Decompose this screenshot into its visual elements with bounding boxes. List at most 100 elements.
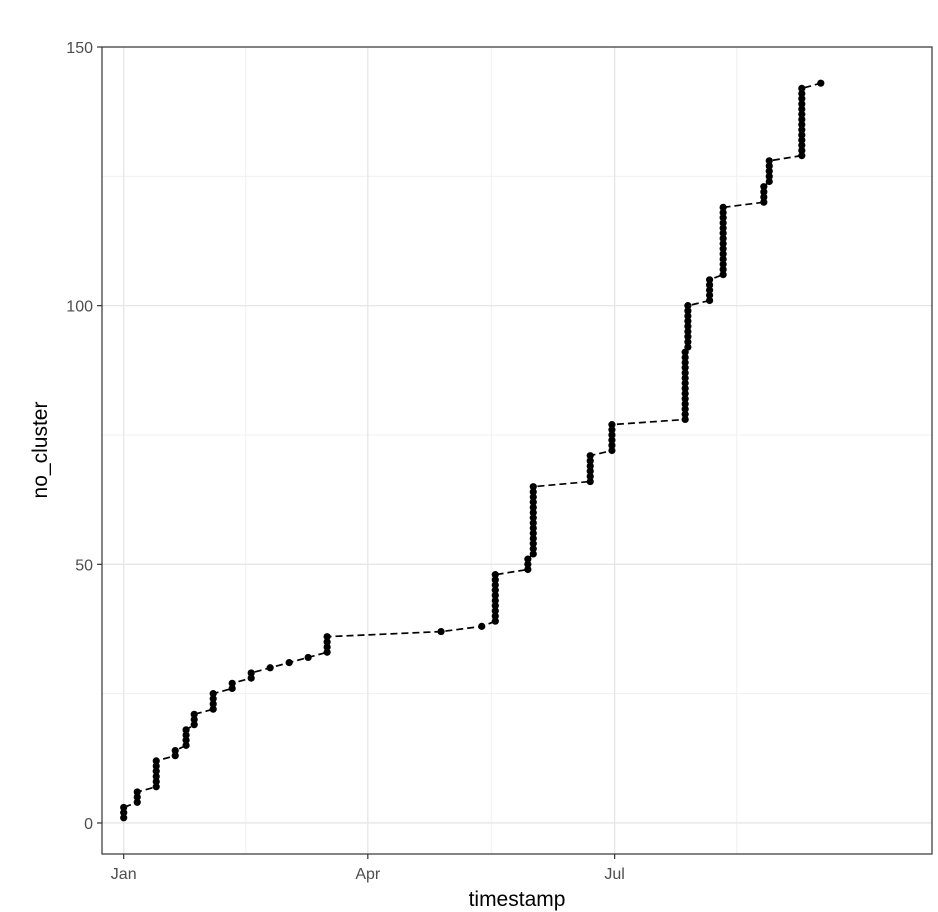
data-point [684, 317, 692, 325]
data-point [719, 255, 727, 263]
x-axis-title: timestamp [469, 888, 566, 911]
data-point [209, 705, 217, 713]
x-tick-label: Jul [604, 866, 624, 883]
data-point [705, 296, 714, 305]
data-point [133, 798, 141, 806]
data-point [681, 410, 689, 418]
data-point [491, 602, 499, 610]
data-point [152, 757, 160, 765]
data-point [760, 183, 768, 191]
data-point [608, 446, 616, 455]
data-point [323, 638, 331, 646]
data-point [529, 524, 537, 532]
data-point [491, 591, 499, 599]
data-point [765, 177, 773, 186]
data-point [719, 208, 727, 217]
data-point [586, 472, 594, 480]
data-point [684, 338, 692, 346]
data-point [798, 141, 806, 149]
data-point [478, 622, 486, 630]
data-point [684, 327, 692, 336]
y-tick-label: 150 [66, 40, 93, 57]
data-point [190, 715, 198, 724]
grid-major [102, 46, 932, 854]
data-point [684, 312, 692, 320]
data-point [608, 426, 616, 434]
data-point [171, 752, 179, 760]
data-point [817, 79, 825, 87]
data-point [182, 731, 190, 739]
data-point [681, 400, 689, 408]
data-point [209, 695, 217, 703]
data-point [798, 84, 806, 92]
data-point [285, 658, 293, 667]
data-point [798, 100, 806, 108]
data-point [798, 115, 806, 124]
x-tick-label: Jan [111, 866, 137, 883]
data-point [681, 405, 689, 413]
data-point [491, 612, 499, 620]
data-point [681, 389, 689, 398]
data-point [209, 700, 217, 708]
data-point [684, 343, 692, 351]
data-point [120, 809, 128, 817]
data-point [529, 545, 537, 553]
data-point [681, 395, 689, 403]
data-point [681, 379, 689, 387]
data-point [798, 110, 806, 118]
data-point [190, 710, 198, 718]
data-point [719, 250, 727, 258]
data-point [705, 276, 714, 284]
data-point [228, 679, 236, 687]
data-point [765, 172, 773, 180]
data-point [228, 684, 236, 693]
data-point [765, 157, 773, 165]
data-point [608, 441, 616, 449]
data-point [798, 136, 806, 144]
data-point [524, 565, 532, 574]
data-point [529, 483, 537, 491]
data-point [529, 493, 537, 501]
data-point [798, 146, 806, 155]
data-point [529, 529, 537, 537]
data-point [491, 576, 499, 584]
data-point [133, 788, 141, 796]
data-point [798, 89, 806, 98]
data-point [491, 571, 499, 579]
data-point [798, 105, 806, 113]
data-point [529, 540, 537, 548]
data-point [182, 726, 190, 734]
data-points [120, 79, 825, 822]
y-axis: 0 50 100 150 [66, 40, 102, 833]
data-point [608, 431, 616, 439]
data-point [719, 234, 727, 243]
data-point [491, 586, 499, 594]
data-point [529, 498, 537, 506]
data-point [182, 741, 190, 749]
data-point [681, 415, 689, 424]
data-point [705, 286, 714, 294]
y-tick-label: 100 [66, 299, 93, 316]
data-point [760, 193, 768, 201]
data-point [719, 203, 727, 211]
y-axis-title: no_cluster [29, 402, 52, 499]
x-tick-label: Apr [355, 866, 381, 883]
data-point [719, 265, 727, 274]
data-point [681, 374, 689, 382]
data-point [684, 307, 692, 315]
data-point [120, 803, 128, 812]
data-point [586, 467, 594, 475]
data-point [798, 126, 806, 134]
data-point [798, 120, 806, 129]
data-point [323, 643, 331, 651]
data-point [798, 95, 806, 103]
data-point [491, 596, 499, 605]
data-point [529, 488, 537, 496]
data-point [120, 814, 128, 822]
data-point [491, 617, 499, 625]
data-point [323, 648, 331, 656]
data-point [491, 581, 499, 589]
y-tick-label: 50 [75, 557, 93, 574]
grid-minor [102, 47, 932, 854]
